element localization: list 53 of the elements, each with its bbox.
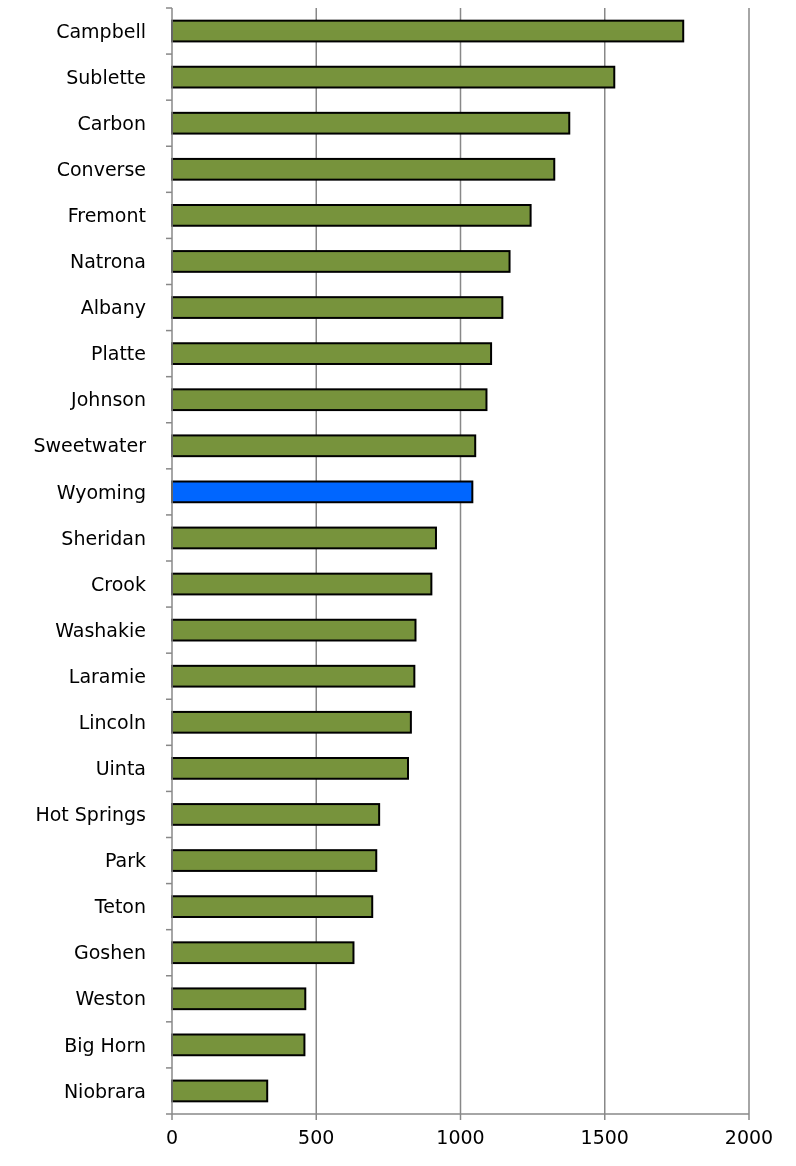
y-tick-label: Crook bbox=[91, 572, 146, 595]
bar bbox=[171, 849, 378, 872]
bar bbox=[171, 65, 616, 89]
y-tick-label: Weston bbox=[75, 987, 146, 1010]
bar bbox=[171, 296, 504, 319]
y-tick-label: Teton bbox=[93, 895, 146, 918]
bar bbox=[171, 895, 374, 918]
y-tick-label: Platte bbox=[91, 342, 146, 365]
y-tick-label: Carbon bbox=[77, 111, 146, 134]
y-tick-label: Hot Springs bbox=[35, 803, 146, 826]
bar bbox=[171, 757, 409, 780]
y-tick-label: Fremont bbox=[67, 204, 146, 227]
y-tick-label: Goshen bbox=[73, 941, 146, 964]
y-tick-label: Laramie bbox=[68, 664, 146, 687]
x-tick-label: 500 bbox=[298, 1126, 335, 1148]
bar bbox=[171, 803, 381, 826]
bar bbox=[171, 111, 571, 135]
y-tick-label: Sweetwater bbox=[33, 434, 147, 457]
y-tick-label: Park bbox=[104, 849, 146, 872]
bar bbox=[171, 204, 532, 227]
bar bbox=[171, 19, 685, 43]
x-tick-label: 0 bbox=[165, 1126, 179, 1148]
y-tick-label: Niobrara bbox=[63, 1079, 146, 1102]
bar bbox=[171, 526, 437, 550]
bar bbox=[171, 157, 556, 181]
bar bbox=[171, 388, 488, 412]
bar bbox=[171, 941, 355, 965]
bar bbox=[171, 664, 416, 688]
x-tick-label: 1000 bbox=[436, 1126, 485, 1148]
y-tick-label: Sheridan bbox=[61, 526, 146, 549]
y-tick-label: Converse bbox=[56, 157, 146, 180]
y-tick-label: Sublette bbox=[66, 65, 146, 88]
bar bbox=[171, 710, 412, 734]
y-tick-label: Big Horn bbox=[64, 1033, 146, 1056]
y-tick-label: Wyoming bbox=[56, 480, 146, 503]
bar bbox=[171, 250, 511, 273]
bar bbox=[171, 1033, 306, 1057]
x-tick-label: 1500 bbox=[580, 1126, 629, 1148]
bar bbox=[171, 572, 433, 596]
bar bbox=[171, 618, 417, 642]
y-tick-label: Washakie bbox=[55, 618, 146, 641]
bar bbox=[171, 987, 307, 1011]
y-tick-label: Lincoln bbox=[78, 710, 146, 733]
bar bbox=[171, 1079, 269, 1103]
bar bbox=[171, 480, 474, 504]
y-tick-label: Johnson bbox=[70, 388, 146, 411]
y-tick-label: Albany bbox=[80, 296, 146, 319]
bar bbox=[171, 342, 493, 365]
y-tick-label: Natrona bbox=[69, 250, 146, 273]
bar bbox=[171, 434, 477, 458]
y-tick-label: Uinta bbox=[95, 757, 146, 780]
x-tick-label: 2000 bbox=[724, 1126, 774, 1148]
y-tick-label: Campbell bbox=[56, 19, 146, 42]
